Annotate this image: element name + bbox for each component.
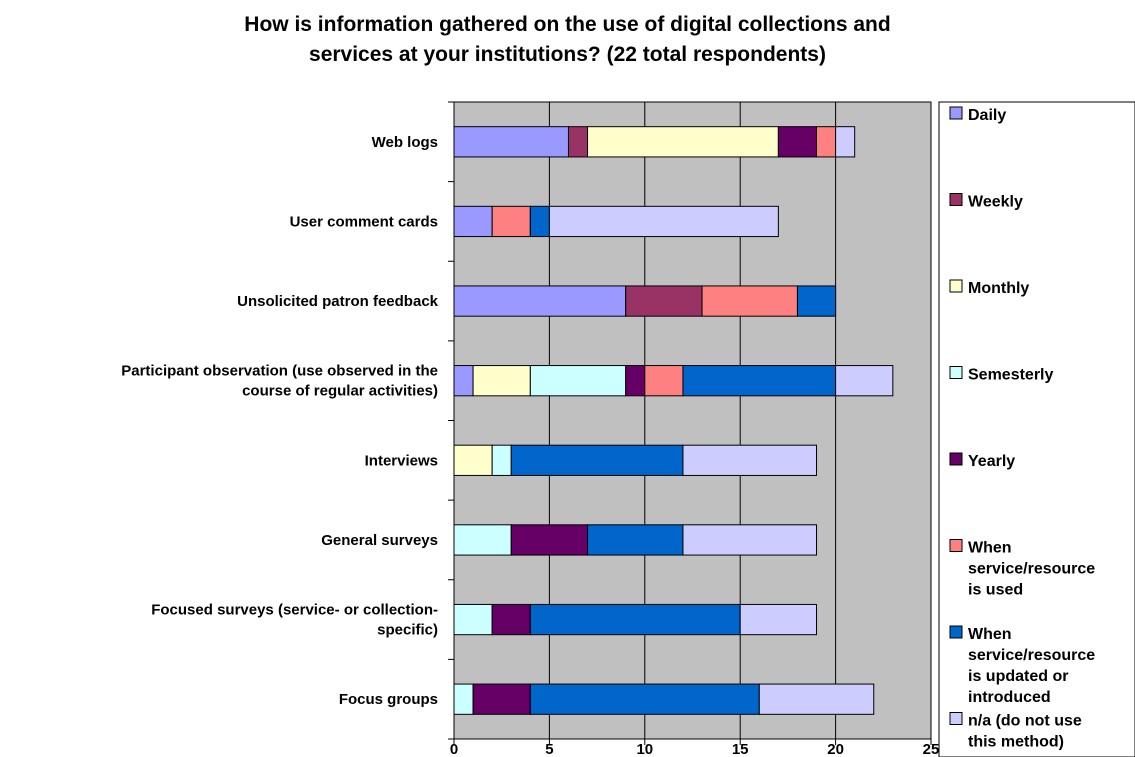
x-tick-label: 20 bbox=[827, 741, 844, 757]
legend-label: When bbox=[968, 626, 1012, 643]
bar-segment bbox=[491, 444, 512, 476]
category-label: specific) bbox=[377, 622, 438, 639]
category-label: Unsolicited patron feedback bbox=[237, 293, 439, 310]
legend-swatch bbox=[949, 279, 963, 293]
bar-segment bbox=[682, 444, 818, 476]
bar-segment bbox=[835, 365, 894, 397]
category-label: Web logs bbox=[372, 134, 438, 151]
bar-segment bbox=[758, 683, 875, 715]
category-label: Focused surveys (service- or collection- bbox=[151, 602, 438, 619]
category-label: course of regular activities) bbox=[242, 383, 438, 400]
legend-label: introduced bbox=[968, 689, 1051, 706]
legend: Daily Weekly Monthly Semesterly Yearly When se… bbox=[949, 106, 1095, 751]
bar-segment bbox=[625, 285, 703, 317]
category-label: General surveys bbox=[321, 532, 438, 549]
bar-segment bbox=[453, 524, 512, 556]
bar-segment bbox=[625, 365, 646, 397]
bar-segment bbox=[510, 444, 684, 476]
chart-title: How is information gathered on the use o… bbox=[0, 10, 1135, 70]
legend-label: service/resource bbox=[968, 647, 1095, 664]
bar-segment bbox=[682, 365, 837, 397]
legend-swatch bbox=[949, 193, 963, 206]
legend-label: Weekly bbox=[968, 194, 1023, 211]
legend-label: Monthly bbox=[968, 280, 1029, 297]
legend-label: service/resource bbox=[968, 561, 1095, 578]
bar-segment bbox=[529, 365, 627, 397]
chart-title-line-2: services at your institutions? (22 total… bbox=[309, 43, 826, 66]
legend-label: When bbox=[968, 540, 1012, 557]
legend-label: Yearly bbox=[968, 453, 1015, 470]
bar-segment bbox=[453, 444, 493, 476]
legend-label: Daily bbox=[968, 107, 1006, 124]
bar-segment bbox=[491, 603, 531, 636]
bar-segment bbox=[567, 126, 589, 158]
x-tick-label: 10 bbox=[636, 741, 653, 757]
bar-segment bbox=[472, 683, 531, 715]
legend-swatch bbox=[949, 712, 963, 725]
bar-segment bbox=[453, 205, 493, 238]
bar-segment bbox=[644, 365, 684, 397]
category-label: Participant observation (use observed in… bbox=[121, 363, 438, 380]
x-tick-label: 25 bbox=[923, 741, 940, 757]
bar-segment bbox=[587, 524, 684, 556]
bar-segment bbox=[587, 126, 779, 158]
legend-label: n/a (do not use bbox=[968, 713, 1082, 730]
bar-segment bbox=[816, 126, 837, 158]
legend-swatch bbox=[949, 625, 963, 639]
bar-segment bbox=[548, 205, 779, 238]
bar-segment bbox=[835, 126, 856, 158]
bar-segment bbox=[739, 603, 818, 636]
bar-segment bbox=[453, 126, 569, 158]
legend-swatch bbox=[949, 539, 963, 552]
bar-segment bbox=[472, 365, 531, 397]
bar-segment bbox=[453, 285, 627, 317]
bar-segment bbox=[491, 205, 531, 238]
bar-segment bbox=[529, 603, 741, 636]
legend-swatch bbox=[949, 452, 963, 466]
x-tick-label: 15 bbox=[732, 741, 749, 757]
bars bbox=[453, 126, 894, 715]
x-tick-label: 0 bbox=[450, 741, 458, 757]
bar-segment bbox=[510, 524, 589, 556]
legend-label: is used bbox=[968, 582, 1023, 599]
bar-segment bbox=[529, 205, 550, 238]
legend-swatch bbox=[949, 106, 963, 120]
bar-segment bbox=[453, 683, 474, 715]
category-labels: Web logs User comment cards Unsolicited pa… bbox=[121, 134, 438, 708]
bar-segment bbox=[777, 126, 818, 158]
bar-segment bbox=[682, 524, 818, 556]
bar-segment bbox=[529, 683, 760, 715]
bar-segment bbox=[453, 365, 474, 397]
category-label: User comment cards bbox=[290, 213, 438, 230]
axes bbox=[448, 101, 932, 745]
legend-swatch bbox=[949, 366, 963, 379]
legend-label: this method) bbox=[968, 734, 1064, 751]
legend-label: is updated or bbox=[968, 668, 1068, 685]
legend-label: Semesterly bbox=[968, 367, 1053, 384]
tick-labels: 0 5 10 15 20 25 bbox=[450, 741, 940, 757]
category-label: Interviews bbox=[365, 452, 438, 469]
bar-segment bbox=[453, 603, 493, 636]
chart-title-line-1: How is information gathered on the use o… bbox=[244, 13, 891, 36]
bar-segment bbox=[701, 285, 798, 317]
bar-segment bbox=[796, 285, 837, 317]
x-tick-label: 5 bbox=[545, 741, 553, 757]
legend-box bbox=[938, 101, 1135, 757]
category-label: Focus groups bbox=[339, 691, 438, 708]
plot-area bbox=[453, 101, 932, 740]
